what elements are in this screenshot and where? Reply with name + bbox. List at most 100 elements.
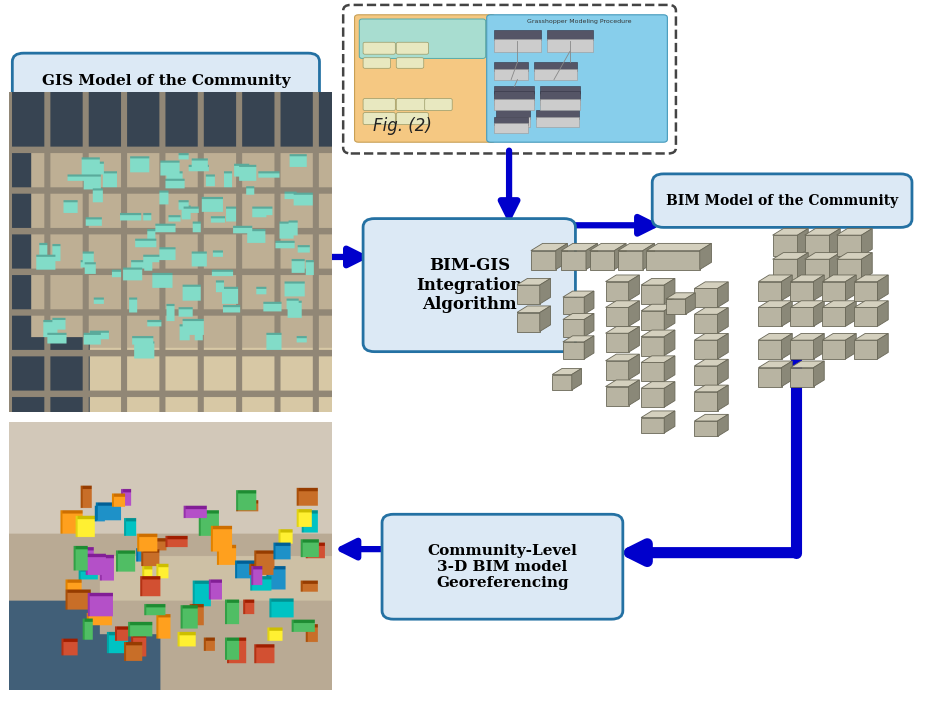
Polygon shape <box>823 340 846 359</box>
Polygon shape <box>854 282 878 301</box>
Polygon shape <box>718 308 728 333</box>
Polygon shape <box>665 330 675 356</box>
Polygon shape <box>781 275 793 301</box>
FancyBboxPatch shape <box>396 58 424 68</box>
Polygon shape <box>758 361 793 367</box>
Polygon shape <box>561 251 586 270</box>
FancyBboxPatch shape <box>12 54 319 108</box>
Polygon shape <box>629 327 639 352</box>
Polygon shape <box>665 356 675 382</box>
Polygon shape <box>694 282 728 289</box>
Polygon shape <box>791 308 813 327</box>
Polygon shape <box>791 367 813 386</box>
Polygon shape <box>694 385 728 391</box>
Polygon shape <box>791 301 824 308</box>
Polygon shape <box>629 380 639 406</box>
Polygon shape <box>517 313 539 332</box>
Text: Community-Level
3-D BIM model
Georeferencing: Community-Level 3-D BIM model Georeferen… <box>428 543 577 590</box>
FancyBboxPatch shape <box>547 30 593 40</box>
Polygon shape <box>718 415 728 436</box>
FancyBboxPatch shape <box>396 42 428 54</box>
Polygon shape <box>606 327 639 333</box>
Polygon shape <box>563 313 594 320</box>
FancyBboxPatch shape <box>536 111 579 118</box>
Polygon shape <box>618 244 654 251</box>
Polygon shape <box>878 301 888 327</box>
FancyBboxPatch shape <box>534 69 577 80</box>
Polygon shape <box>758 301 793 308</box>
Text: BIM Model of the Community: BIM Model of the Community <box>666 194 898 208</box>
Polygon shape <box>700 244 711 270</box>
Polygon shape <box>805 259 830 280</box>
Polygon shape <box>758 340 781 359</box>
Polygon shape <box>823 308 846 327</box>
Polygon shape <box>606 275 639 282</box>
Polygon shape <box>531 244 568 251</box>
Polygon shape <box>606 380 639 386</box>
Polygon shape <box>694 334 728 340</box>
FancyBboxPatch shape <box>494 30 540 40</box>
Polygon shape <box>837 259 862 280</box>
FancyBboxPatch shape <box>494 123 528 133</box>
Polygon shape <box>830 253 840 280</box>
Polygon shape <box>563 342 584 359</box>
Polygon shape <box>606 386 629 406</box>
Polygon shape <box>641 363 665 382</box>
FancyBboxPatch shape <box>22 317 310 387</box>
Polygon shape <box>718 385 728 410</box>
Polygon shape <box>665 293 695 298</box>
Polygon shape <box>629 354 639 379</box>
FancyBboxPatch shape <box>536 117 579 127</box>
FancyBboxPatch shape <box>540 92 580 100</box>
Polygon shape <box>878 275 888 301</box>
FancyBboxPatch shape <box>494 99 535 110</box>
Polygon shape <box>694 391 718 410</box>
Polygon shape <box>629 301 639 327</box>
FancyBboxPatch shape <box>382 514 623 620</box>
Polygon shape <box>791 282 813 301</box>
Polygon shape <box>837 235 862 256</box>
Polygon shape <box>694 340 718 359</box>
Polygon shape <box>606 360 629 379</box>
FancyBboxPatch shape <box>652 174 912 227</box>
Polygon shape <box>563 336 594 342</box>
Polygon shape <box>647 244 711 251</box>
FancyBboxPatch shape <box>486 15 667 142</box>
FancyBboxPatch shape <box>540 94 580 105</box>
Polygon shape <box>694 415 728 421</box>
Polygon shape <box>563 297 584 314</box>
Polygon shape <box>586 244 598 270</box>
Polygon shape <box>641 389 665 407</box>
FancyBboxPatch shape <box>396 99 428 111</box>
Polygon shape <box>641 411 675 417</box>
Polygon shape <box>694 366 718 385</box>
Polygon shape <box>694 359 728 366</box>
Polygon shape <box>665 298 685 314</box>
Polygon shape <box>781 334 793 359</box>
Polygon shape <box>791 361 824 367</box>
Polygon shape <box>572 368 581 390</box>
Polygon shape <box>531 251 556 270</box>
Polygon shape <box>552 375 572 390</box>
Polygon shape <box>773 253 809 259</box>
FancyBboxPatch shape <box>363 42 395 54</box>
Text: BIM-GIS
Integration
Algorithm: BIM-GIS Integration Algorithm <box>416 257 522 313</box>
Polygon shape <box>641 382 675 389</box>
FancyBboxPatch shape <box>363 113 395 125</box>
Polygon shape <box>641 356 675 363</box>
Polygon shape <box>837 229 872 235</box>
Polygon shape <box>758 334 793 340</box>
Polygon shape <box>561 244 598 251</box>
Polygon shape <box>813 334 824 359</box>
Polygon shape <box>694 314 718 333</box>
Polygon shape <box>641 330 675 337</box>
FancyBboxPatch shape <box>540 87 580 95</box>
Text: Grasshopper Modeling Procedure: Grasshopper Modeling Procedure <box>527 19 631 24</box>
Polygon shape <box>590 244 627 251</box>
Polygon shape <box>539 306 551 332</box>
Polygon shape <box>584 336 594 359</box>
Polygon shape <box>823 275 856 282</box>
Polygon shape <box>694 308 728 314</box>
Polygon shape <box>854 308 878 327</box>
FancyBboxPatch shape <box>494 69 528 80</box>
